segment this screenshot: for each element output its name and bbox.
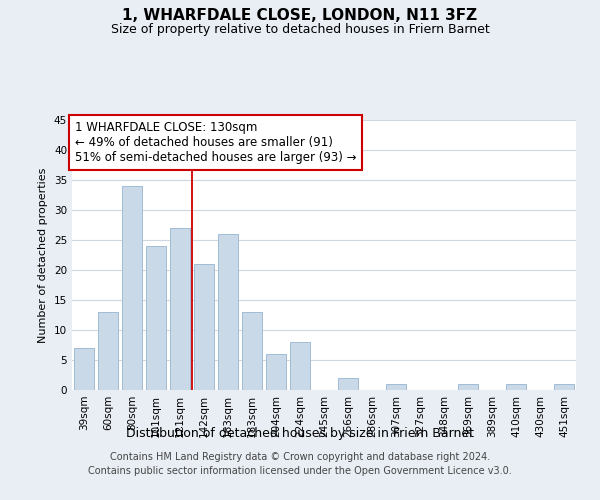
Bar [242,312,262,390]
Bar [338,378,358,390]
Bar [554,384,574,390]
Text: 1 WHARFDALE CLOSE: 130sqm
← 49% of detached houses are smaller (91)
51% of semi-: 1 WHARFDALE CLOSE: 130sqm ← 49% of detac… [74,122,356,164]
Bar [122,186,142,390]
Bar [266,354,286,390]
Bar [218,234,238,390]
Text: Distribution of detached houses by size in Friern Barnet: Distribution of detached houses by size … [126,428,474,440]
Bar [386,384,406,390]
Text: Contains HM Land Registry data © Crown copyright and database right 2024.: Contains HM Land Registry data © Crown c… [110,452,490,462]
Bar [458,384,478,390]
Bar [98,312,118,390]
Bar [146,246,166,390]
Text: 1, WHARFDALE CLOSE, LONDON, N11 3FZ: 1, WHARFDALE CLOSE, LONDON, N11 3FZ [122,8,478,22]
Bar [506,384,526,390]
Bar [74,348,94,390]
Y-axis label: Number of detached properties: Number of detached properties [38,168,49,342]
Text: Size of property relative to detached houses in Friern Barnet: Size of property relative to detached ho… [110,22,490,36]
Bar [290,342,310,390]
Bar [170,228,190,390]
Bar [194,264,214,390]
Text: Contains public sector information licensed under the Open Government Licence v3: Contains public sector information licen… [88,466,512,476]
